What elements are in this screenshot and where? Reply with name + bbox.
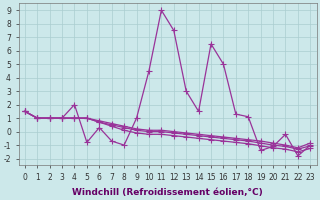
X-axis label: Windchill (Refroidissement éolien,°C): Windchill (Refroidissement éolien,°C) [72,188,263,197]
